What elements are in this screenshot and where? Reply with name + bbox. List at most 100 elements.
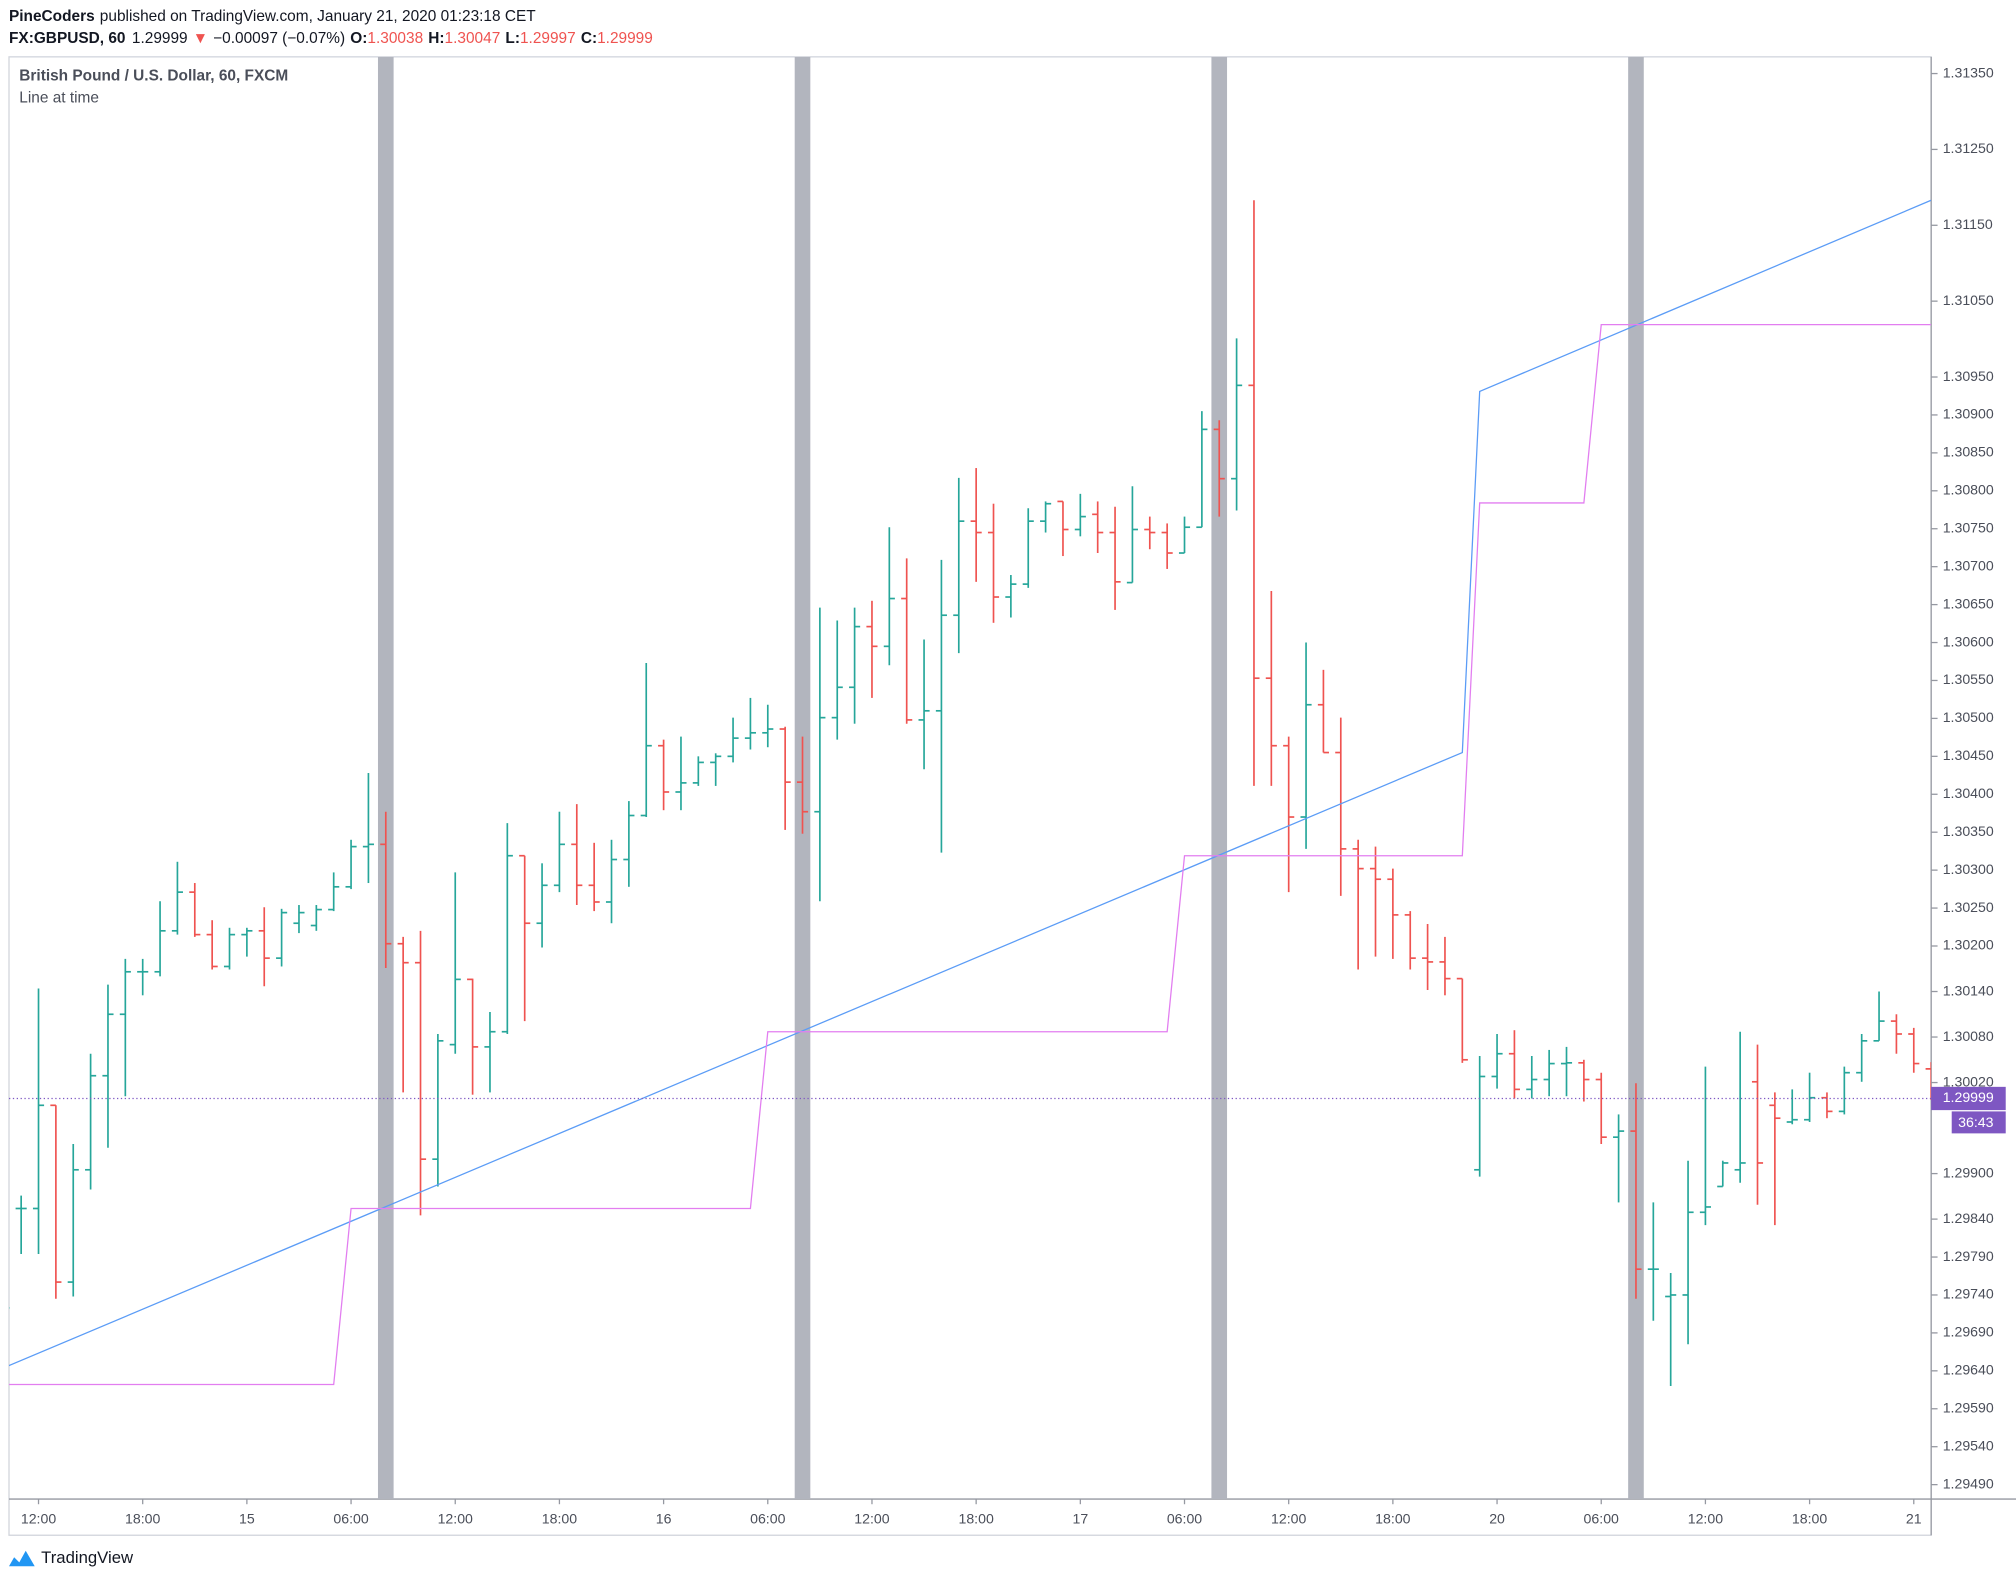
ohlc-bar bbox=[1560, 1046, 1573, 1097]
x-tick-label: 12:00 bbox=[854, 1511, 889, 1527]
change: −0.00097 (−0.07%) bbox=[213, 30, 345, 47]
y-tick-label: 1.30400 bbox=[1943, 786, 1994, 802]
y-tick-label: 1.30650 bbox=[1943, 596, 1994, 612]
y-tick-label: 1.30700 bbox=[1943, 558, 1994, 574]
x-tick-label: 18:00 bbox=[958, 1511, 993, 1527]
y-tick-label: 1.29490 bbox=[1943, 1476, 1994, 1492]
x-tick-label: 12:00 bbox=[1271, 1511, 1306, 1527]
ohlc-bar bbox=[345, 839, 357, 890]
ohlc-bar bbox=[1404, 911, 1416, 970]
y-tick-label: 1.29790 bbox=[1943, 1249, 1994, 1265]
ohlc-bar bbox=[1647, 1202, 1659, 1321]
open-value: 1.30038 bbox=[367, 30, 423, 47]
ohlc-bar bbox=[362, 773, 374, 884]
close-value: 1.29999 bbox=[597, 30, 653, 47]
ohlc-bar bbox=[501, 823, 513, 1034]
ohlc-bar bbox=[276, 908, 288, 967]
ohlc-bar bbox=[1456, 977, 1468, 1063]
ohlc-bar bbox=[1387, 868, 1399, 959]
x-tick-label: 21 bbox=[1906, 1511, 1922, 1527]
session-highlight bbox=[377, 56, 394, 1500]
ohlc-bar bbox=[623, 801, 635, 887]
ohlc-bar bbox=[831, 620, 843, 740]
ohlc-bar bbox=[1595, 1072, 1607, 1145]
ohlc-bar bbox=[519, 854, 531, 1022]
session-highlight bbox=[1211, 56, 1228, 1500]
y-tick-label: 1.30900 bbox=[1943, 407, 1994, 423]
y-tick-label: 1.30550 bbox=[1943, 672, 1994, 688]
y-tick-label: 1.30200 bbox=[1943, 938, 1994, 954]
ohlc-bar bbox=[1613, 1114, 1625, 1203]
ohlc-bar bbox=[571, 804, 583, 906]
ohlc-bar bbox=[692, 756, 704, 786]
ohlc-bar bbox=[1838, 1066, 1850, 1115]
ohlc-bar bbox=[918, 639, 930, 770]
x-tick-label: 18:00 bbox=[1792, 1511, 1827, 1527]
ohlc-bar bbox=[1092, 501, 1104, 554]
ohlc-bar bbox=[1699, 1066, 1711, 1226]
y-tick-label: 1.30140 bbox=[1943, 983, 1994, 999]
ohlc-bar bbox=[1543, 1049, 1555, 1097]
ohlc-bar bbox=[1335, 717, 1347, 896]
y-tick-label: 1.30350 bbox=[1943, 824, 1994, 840]
ohlc-bar bbox=[866, 600, 878, 698]
ohlc-bar bbox=[536, 863, 548, 948]
high-label: H: bbox=[428, 30, 444, 47]
ohlc-bar bbox=[1196, 411, 1208, 529]
x-tick-label: 18:00 bbox=[1375, 1511, 1410, 1527]
ohlc-bar bbox=[1769, 1092, 1781, 1226]
ohlc-bar bbox=[987, 503, 1000, 623]
y-tick-label: 1.30080 bbox=[1943, 1029, 1994, 1045]
close-label: C: bbox=[581, 30, 597, 47]
ohlc-bar bbox=[1231, 338, 1243, 511]
ohlc-bar bbox=[1126, 486, 1138, 584]
ohlc-bar bbox=[1317, 669, 1329, 754]
y-tick-label: 1.30750 bbox=[1943, 520, 1994, 536]
x-tick-label: 12:00 bbox=[21, 1511, 56, 1527]
ohlc-bar bbox=[640, 663, 652, 818]
change-arrow: ▼ bbox=[193, 30, 208, 47]
y-tick-label: 1.31250 bbox=[1943, 141, 1994, 157]
ohlc-bar bbox=[1057, 500, 1069, 557]
plot bbox=[9, 56, 1932, 1500]
ohlc-bar bbox=[814, 607, 826, 902]
x-tick-label: 15 bbox=[239, 1511, 255, 1527]
ohlc-bar bbox=[1508, 1030, 1520, 1099]
ohlc-bar bbox=[15, 1195, 27, 1255]
x-tick-label: 20 bbox=[1489, 1511, 1505, 1527]
ohlc-bar bbox=[1178, 516, 1191, 554]
ohlc-bar bbox=[710, 753, 722, 786]
ohlc-bar bbox=[1630, 1083, 1642, 1299]
ohlc-bar bbox=[1890, 1014, 1902, 1054]
y-tick-label: 1.30800 bbox=[1943, 483, 1994, 499]
ohlc-bar bbox=[241, 927, 253, 957]
ohlc-bar bbox=[85, 1053, 97, 1190]
high-value: 1.30047 bbox=[445, 30, 501, 47]
ohlc-bar bbox=[1022, 508, 1034, 588]
ohlc-bar bbox=[189, 883, 201, 937]
ohlc-bar bbox=[67, 1144, 79, 1297]
indicator-name: Line at time bbox=[19, 89, 99, 106]
ohlc-bar bbox=[102, 984, 114, 1148]
ohlc-bar bbox=[970, 468, 982, 582]
ohlc-bar bbox=[310, 905, 322, 931]
ohlc-bar bbox=[1786, 1089, 1798, 1125]
ohlc-bar bbox=[119, 958, 131, 1097]
ohlc-bar bbox=[1161, 523, 1173, 569]
ohlc-bar bbox=[1873, 991, 1885, 1042]
y-tick-label: 1.30850 bbox=[1943, 445, 1994, 461]
ohlc-bar bbox=[588, 842, 600, 912]
quote-line: FX:GBPUSD, 60 1.29999 ▼ −0.00097 (−0.07%) O:… bbox=[9, 30, 653, 47]
ohlc-bar bbox=[206, 920, 218, 970]
author: PineCoders bbox=[9, 8, 95, 25]
x-tick-label: 06:00 bbox=[333, 1511, 368, 1527]
low-value: 1.29997 bbox=[520, 30, 576, 47]
x-tick-label: 12:00 bbox=[1688, 1511, 1723, 1527]
low-label: L: bbox=[505, 30, 520, 47]
x-tick-label: 06:00 bbox=[1584, 1511, 1619, 1527]
ohlc-bar bbox=[1491, 1033, 1503, 1089]
last-price-label: 1.29999 bbox=[1943, 1090, 1994, 1106]
ohlc-bar bbox=[1821, 1092, 1833, 1119]
ohlc-bar bbox=[154, 901, 166, 977]
